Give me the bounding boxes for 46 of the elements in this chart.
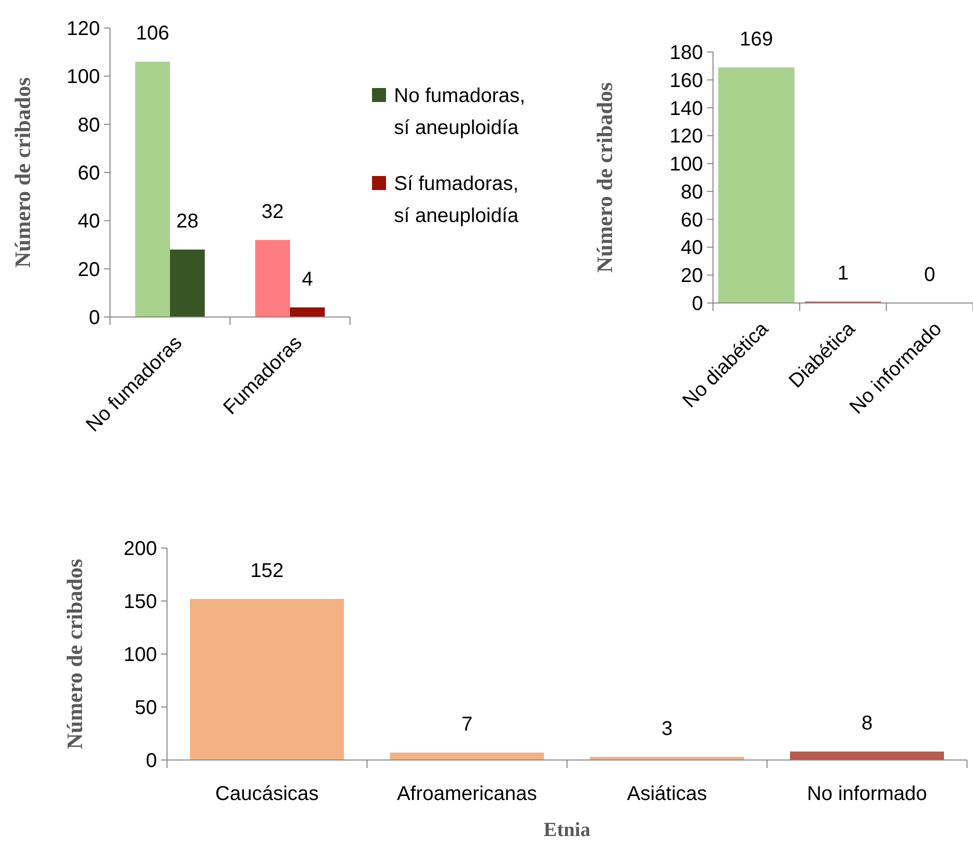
y-tick-label: 60 [78,162,100,184]
x-tick-label: Caucásicas [215,783,319,805]
y-tick-label: 120 [66,18,100,40]
y-tick-label: 60 [680,209,703,232]
y-tick-label: 140 [670,98,703,120]
data-label: 28 [176,210,199,233]
y-tick-label: 200 [124,538,157,560]
data-label: 3 [661,718,673,740]
legend-label: No fumadoras, sí aneuploidía [394,85,526,139]
y-tick-label: 100 [124,644,157,666]
y-tick-label: 100 [66,66,100,88]
data-label: 169 [740,28,774,50]
y-tick-label: 100 [670,154,703,176]
y-tick-label: 120 [670,126,703,148]
y-tick-label: 150 [124,591,157,613]
x-tick-label: Afroamericanas [396,783,538,805]
data-label: 32 [261,200,284,223]
data-label: 106 [136,22,170,45]
y-tick-label: 20 [680,265,703,288]
data-label: 7 [461,714,473,736]
data-label: 8 [861,712,873,735]
y-tick-label: 0 [88,307,100,329]
data-label: 0 [924,264,936,286]
bar [190,598,344,760]
legend-label: Sí fumadoras, sí aneuploidía [394,173,520,227]
y-axis-title: Número de cribados [592,82,617,273]
x-axis-title: Etnia [544,819,590,841]
y-tick-label: 160 [670,70,703,92]
y-tick-label: 20 [78,258,100,281]
y-tick-label: 80 [78,114,100,136]
y-tick-label: 0 [146,750,157,772]
y-tick-label: 40 [78,210,100,233]
y-tick-label: 0 [692,293,703,315]
y-tick-label: 50 [134,697,157,719]
y-tick-label: 180 [670,42,703,64]
data-label: 1 [837,262,849,285]
x-tick-label: No informado [806,783,928,805]
y-axis-title: Número de cribados [10,76,35,268]
y-tick-label: 80 [680,181,703,204]
bar [790,752,944,760]
y-axis-title: Número de cribados [62,558,87,750]
x-tick-label: Asiáticas [626,783,708,805]
data-label: 152 [250,560,284,582]
y-tick-label: 40 [680,237,703,260]
bar [390,752,544,760]
data-label: 4 [302,268,313,290]
